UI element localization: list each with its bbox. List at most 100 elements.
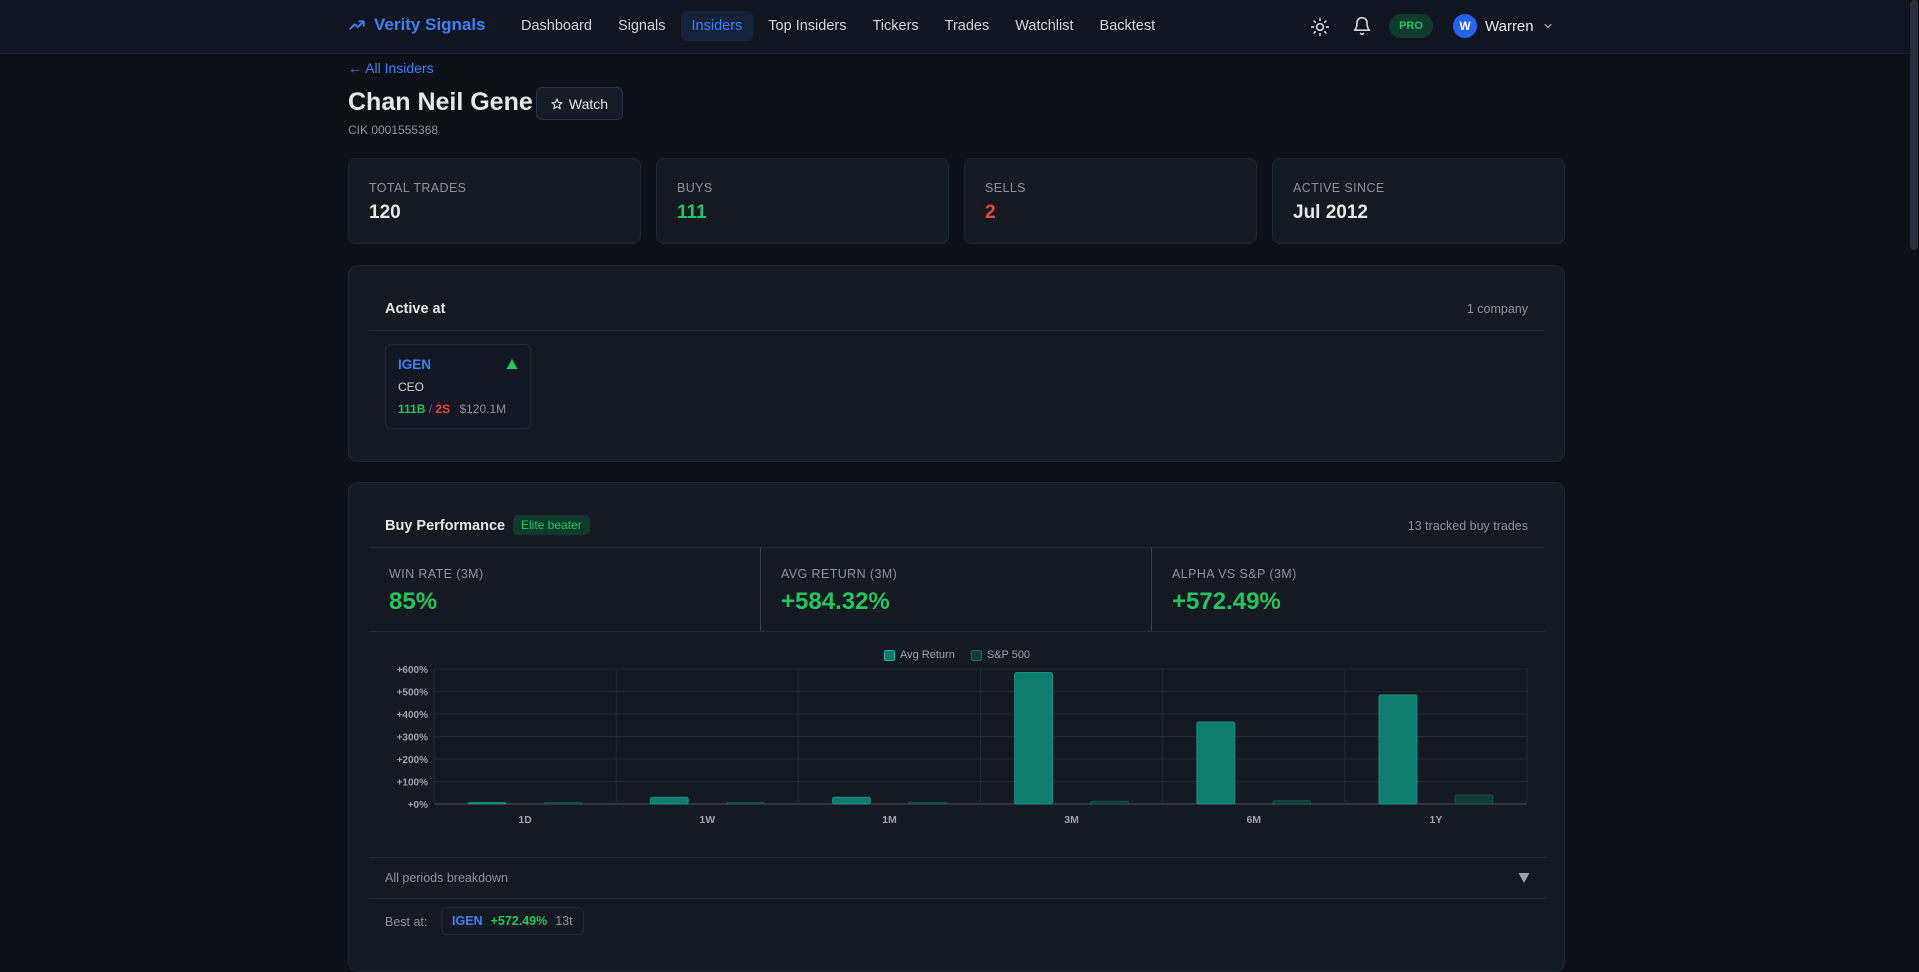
x-tick-label: 1Y: [1429, 814, 1442, 826]
company-trade-stats: 111B / 2S $120.1M: [398, 402, 506, 416]
company-sells: 2S: [435, 402, 451, 416]
stat-value: 2: [985, 202, 996, 223]
divider: [369, 330, 1544, 331]
bar-sp500: [1090, 800, 1130, 805]
nav-watchlist[interactable]: Watchlist: [1015, 18, 1074, 34]
bar-sp500: [543, 802, 583, 805]
y-tick-label: +100%: [397, 778, 429, 789]
company-role: CEO: [398, 380, 425, 394]
metric-label: WIN RATE (3M): [389, 567, 484, 581]
stat-card-total-trades: TOTAL TRADES 120: [348, 158, 641, 244]
y-tick-label: +600%: [397, 665, 429, 676]
company-card[interactable]: IGEN CEO 111B / 2S $120.1M: [385, 344, 531, 429]
bar-avg-return: [1378, 694, 1418, 805]
y-tick-label: +0%: [408, 800, 428, 811]
cik-number: CIK 0001555368: [348, 123, 439, 137]
scrollbar-thumb[interactable]: [1910, 0, 1918, 250]
nav-signals[interactable]: Signals: [617, 18, 666, 34]
nav-insiders[interactable]: Insiders: [680, 11, 754, 41]
metrics-row: WIN RATE (3M) 85% AVG RETURN (3M) +584.3…: [369, 547, 1546, 632]
user-menu[interactable]: W Warren: [1453, 14, 1554, 38]
legend-label: Avg Return: [900, 649, 955, 661]
bar-avg-return: [467, 802, 507, 805]
user-name: Warren: [1485, 17, 1534, 35]
notifications-bell-icon[interactable]: [1352, 16, 1372, 36]
best-trade-count: 13t: [555, 914, 573, 928]
brand-logo[interactable]: Verity Signals: [348, 15, 486, 35]
nav-trades[interactable]: Trades: [944, 18, 990, 34]
metric-avg-return: AVG RETURN (3M) +584.32%: [760, 547, 1151, 631]
divider: [369, 547, 1544, 548]
bar-sp500: [907, 802, 947, 805]
avatar: W: [1453, 14, 1477, 38]
watch-button[interactable]: Watch: [536, 87, 623, 120]
company-ticker: IGEN: [398, 357, 432, 372]
panel-title: Buy Performance: [385, 518, 506, 534]
active-at-panel: Active at 1 company IGEN CEO 111B / 2S $…: [348, 265, 1565, 462]
page-title: Chan Neil Gene: [348, 88, 533, 116]
stat-card-buys: BUYS 111: [656, 158, 949, 244]
legend-item-avg-return[interactable]: Avg Return: [884, 649, 955, 661]
nav-backtest[interactable]: Backtest: [1099, 18, 1156, 34]
x-tick-label: 1D: [518, 814, 532, 826]
bar-sp500: [1272, 800, 1312, 805]
y-tick-label: +300%: [397, 733, 429, 744]
best-ticker: IGEN: [452, 914, 483, 928]
x-tick-label: 3M: [1064, 814, 1079, 826]
top-navbar: Verity Signals Dashboard Signals Insider…: [0, 0, 1919, 54]
elite-badge: Elite beater: [513, 515, 590, 535]
brand-name: Verity Signals: [374, 15, 486, 34]
panel-title: Active at: [385, 301, 446, 317]
bar-avg-return: [1196, 721, 1236, 805]
bar-avg-return: [831, 796, 871, 805]
watch-label: Watch: [568, 95, 609, 112]
stat-label: ACTIVE SINCE: [1293, 181, 1385, 195]
x-tick-label: 1M: [882, 814, 897, 826]
legend-item-sp500[interactable]: S&P 500: [970, 649, 1031, 661]
metric-value: +584.32%: [781, 588, 890, 615]
legend-label: S&P 500: [986, 649, 1031, 661]
x-tick-label: 6M: [1246, 814, 1261, 826]
tracked-trades-count: 13 tracked buy trades: [1407, 519, 1528, 533]
stat-value: 120: [369, 202, 401, 223]
company-count: 1 company: [1466, 302, 1528, 316]
best-return: +572.49%: [490, 914, 548, 928]
company-buys: 111B: [398, 402, 426, 416]
metric-value: 85%: [389, 588, 438, 615]
metric-label: AVG RETURN (3M): [781, 567, 898, 581]
page-scrollbar[interactable]: [1909, 0, 1919, 958]
company-sep: /: [428, 402, 433, 416]
triangle-up-icon: [506, 359, 518, 369]
nav-dashboard[interactable]: Dashboard: [521, 18, 592, 34]
breakdown-label: All periods breakdown: [385, 871, 508, 885]
pro-badge: PRO: [1389, 14, 1433, 38]
y-tick-label: +400%: [397, 710, 429, 721]
nav-top-insiders[interactable]: Top Insiders: [768, 18, 847, 34]
stat-card-active-since: ACTIVE SINCE Jul 2012: [1272, 158, 1565, 244]
back-to-insiders-link[interactable]: ← All Insiders: [348, 60, 434, 76]
legend-swatch: [884, 649, 895, 661]
y-tick-label: +500%: [397, 688, 429, 699]
chart-legend: Avg Return S&P 500: [884, 649, 1030, 661]
x-tick-label: 1W: [699, 814, 715, 826]
stat-value: 111: [677, 202, 707, 223]
bar-sp500: [725, 802, 765, 805]
legend-swatch: [970, 649, 982, 661]
caret-down-icon: [1518, 873, 1530, 883]
company-value: $120.1M: [459, 402, 507, 416]
theme-toggle-sun-icon[interactable]: [1310, 17, 1330, 37]
trend-up-icon: [349, 20, 365, 30]
all-periods-breakdown-toggle[interactable]: All periods breakdown: [369, 857, 1546, 899]
stat-value: Jul 2012: [1293, 202, 1368, 223]
bar-avg-return: [649, 796, 689, 805]
stat-label: TOTAL TRADES: [369, 181, 467, 195]
buy-performance-panel: Buy Performance Elite beater 13 tracked …: [348, 482, 1565, 972]
stat-label: SELLS: [985, 181, 1026, 195]
bar-sp500: [1454, 794, 1494, 805]
nav-links: Dashboard Signals Insiders Top Insiders …: [510, 11, 1166, 41]
bar-chart: +0% +100% +200% +300% +400% +500% +600% 1D 1W 1M 3…: [397, 665, 1528, 826]
stat-card-sells: SELLS 2: [964, 158, 1257, 244]
metric-alpha: ALPHA VS S&P (3M) +572.49%: [1151, 547, 1542, 631]
best-at-chip[interactable]: IGEN +572.49% 13t: [441, 907, 584, 935]
nav-tickers[interactable]: Tickers: [872, 18, 919, 34]
